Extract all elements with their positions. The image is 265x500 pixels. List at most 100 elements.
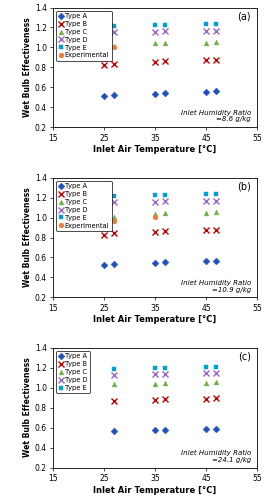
Type E: [164, 364, 167, 370]
Type A: [113, 261, 116, 267]
Type D: [205, 370, 208, 376]
Type C: [113, 381, 116, 387]
Type D: [153, 198, 157, 204]
Text: (c): (c): [238, 352, 251, 362]
Type A: [102, 262, 105, 268]
Experimental: [102, 46, 105, 52]
Type C: [102, 214, 105, 220]
Type D: [215, 28, 218, 34]
Line: Type A: Type A: [112, 426, 219, 434]
Line: Type D: Type D: [101, 28, 219, 36]
Type B: [215, 226, 218, 232]
Line: Type D: Type D: [101, 198, 219, 206]
Type C: [113, 44, 116, 50]
Line: Type C: Type C: [101, 210, 219, 220]
Legend: Type A, Type B, Type C, Type D, Type E, Experimental: Type A, Type B, Type C, Type D, Type E, …: [56, 11, 112, 61]
Type D: [153, 371, 157, 377]
Type A: [102, 94, 105, 100]
Type E: [102, 26, 105, 32]
Line: Type E: Type E: [112, 364, 219, 371]
Experimental: [113, 44, 116, 50]
Type A: [205, 90, 208, 96]
Type E: [153, 22, 157, 28]
Type E: [102, 194, 105, 200]
Type B: [205, 396, 208, 402]
Type C: [153, 40, 157, 46]
Type D: [102, 31, 105, 37]
Type C: [153, 210, 157, 216]
Type D: [102, 200, 105, 206]
Type B: [205, 227, 208, 233]
Type E: [205, 191, 208, 197]
Type D: [215, 198, 218, 204]
Text: (a): (a): [237, 11, 251, 21]
Line: Type A: Type A: [101, 258, 219, 268]
Type B: [153, 397, 157, 403]
Experimental: [153, 214, 157, 220]
Type E: [205, 22, 208, 28]
Type D: [113, 199, 116, 205]
Type C: [113, 214, 116, 220]
Text: Inlet Humidity Ratio
=8.6 g/kg: Inlet Humidity Ratio =8.6 g/kg: [181, 110, 251, 122]
Type A: [113, 428, 116, 434]
Experimental: [113, 218, 116, 224]
Type C: [153, 380, 157, 386]
Line: Type B: Type B: [101, 226, 219, 237]
Type B: [164, 58, 167, 64]
Text: Inlet Humidity Ratio
=10.9 g/kg: Inlet Humidity Ratio =10.9 g/kg: [181, 280, 251, 292]
Type A: [215, 426, 218, 432]
X-axis label: Inlet Air Temperature [°C]: Inlet Air Temperature [°C]: [93, 146, 217, 154]
Type A: [215, 258, 218, 264]
Type E: [215, 364, 218, 370]
Type C: [205, 380, 208, 386]
Y-axis label: Wet Bulb Effectiveness: Wet Bulb Effectiveness: [23, 188, 32, 288]
Type D: [113, 372, 116, 378]
Type C: [164, 210, 167, 216]
Type E: [164, 192, 167, 198]
Type B: [153, 229, 157, 235]
Type A: [205, 426, 208, 432]
Type E: [215, 21, 218, 27]
Type B: [102, 232, 105, 237]
Type B: [153, 59, 157, 65]
Type E: [153, 365, 157, 371]
Line: Type E: Type E: [101, 191, 219, 200]
Line: Type C: Type C: [112, 380, 219, 386]
Type A: [215, 88, 218, 94]
Type D: [164, 28, 167, 34]
Text: Inlet Humidity Ratio
=24.1 g/kg: Inlet Humidity Ratio =24.1 g/kg: [181, 450, 251, 462]
Type A: [153, 91, 157, 97]
Legend: Type A, Type B, Type C, Type D, Type E: Type A, Type B, Type C, Type D, Type E: [56, 351, 90, 393]
Type E: [205, 364, 208, 370]
Type E: [215, 190, 218, 196]
Type E: [164, 22, 167, 28]
X-axis label: Inlet Air Temperature [°C]: Inlet Air Temperature [°C]: [93, 486, 217, 494]
Line: Type C: Type C: [101, 40, 219, 50]
Type E: [113, 366, 116, 372]
Type B: [164, 396, 167, 402]
Type A: [113, 92, 116, 98]
Line: Experimental: Experimental: [101, 214, 157, 224]
Type A: [164, 90, 167, 96]
Line: Type E: Type E: [101, 22, 219, 31]
Type B: [113, 61, 116, 67]
Type A: [205, 258, 208, 264]
Text: (b): (b): [237, 181, 251, 191]
Type C: [164, 40, 167, 46]
Type D: [205, 198, 208, 204]
Y-axis label: Wet Bulb Effectiveness: Wet Bulb Effectiveness: [23, 18, 32, 117]
Type B: [164, 228, 167, 234]
Legend: Type A, Type B, Type C, Type D, Type E, Experimental: Type A, Type B, Type C, Type D, Type E, …: [56, 181, 112, 231]
Type C: [205, 210, 208, 216]
Type D: [113, 30, 116, 36]
Type A: [153, 428, 157, 434]
Type C: [102, 44, 105, 51]
Y-axis label: Wet Bulb Effectiveness: Wet Bulb Effectiveness: [23, 358, 32, 458]
Type B: [102, 62, 105, 68]
Line: Type A: Type A: [101, 89, 219, 99]
Line: Type D: Type D: [112, 370, 219, 378]
Type C: [164, 380, 167, 386]
Line: Type B: Type B: [112, 396, 219, 404]
Type E: [113, 24, 116, 30]
Type E: [153, 192, 157, 198]
